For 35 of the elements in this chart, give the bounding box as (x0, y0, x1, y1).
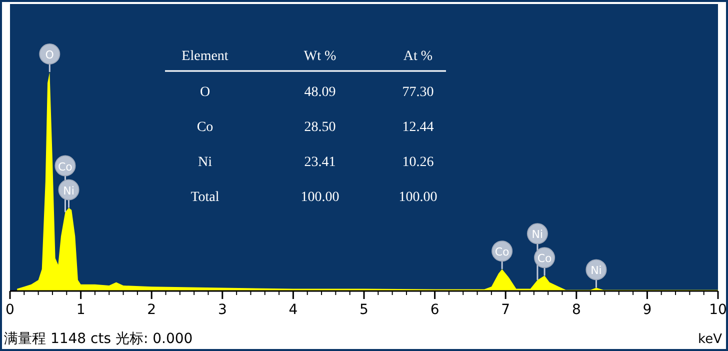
annotation: 28.50 (304, 120, 336, 135)
text: Wt % (304, 49, 336, 64)
x-tick-label: 2 (147, 302, 156, 318)
x-tick-label: 5 (360, 302, 368, 318)
annotation: Ni (590, 264, 602, 278)
x-tick-label: 8 (572, 302, 581, 318)
x-tick-label: 4 (288, 302, 298, 318)
x-axis-title: keV (698, 332, 722, 347)
annotation: 10.26 (402, 155, 434, 170)
annotation: 12.44 (402, 120, 434, 135)
annotation: 77.30 (402, 85, 434, 100)
annotation: 23.41 (304, 155, 336, 170)
text: Element (182, 49, 228, 64)
annotation: Ni (63, 184, 74, 198)
annotation: 48.09 (304, 85, 336, 100)
x-tick-label: 6 (430, 302, 440, 318)
x-tick-label: 0 (6, 302, 14, 318)
x-tick-label: 10 (709, 302, 727, 318)
annotation: O (200, 85, 210, 100)
x-tick-label: 7 (501, 302, 510, 318)
annotation: 100.00 (398, 190, 438, 205)
annotation: Ni (532, 228, 544, 242)
x-tick-label: 3 (218, 302, 227, 318)
annotation: Co (494, 246, 510, 259)
annotation: Co (537, 252, 552, 266)
text: At % (403, 49, 433, 64)
annotation: Co (58, 160, 73, 174)
annotation: O (45, 48, 54, 62)
annotation: Ni (198, 155, 212, 170)
annotation: 100.00 (300, 190, 340, 205)
text: 满量程 1148 cts 光标: 0.000 (4, 331, 193, 347)
annotation: Total (190, 190, 220, 205)
x-tick-label: 9 (642, 302, 652, 318)
annotation: Co (196, 120, 214, 135)
x-tick-label: 1 (76, 302, 86, 318)
